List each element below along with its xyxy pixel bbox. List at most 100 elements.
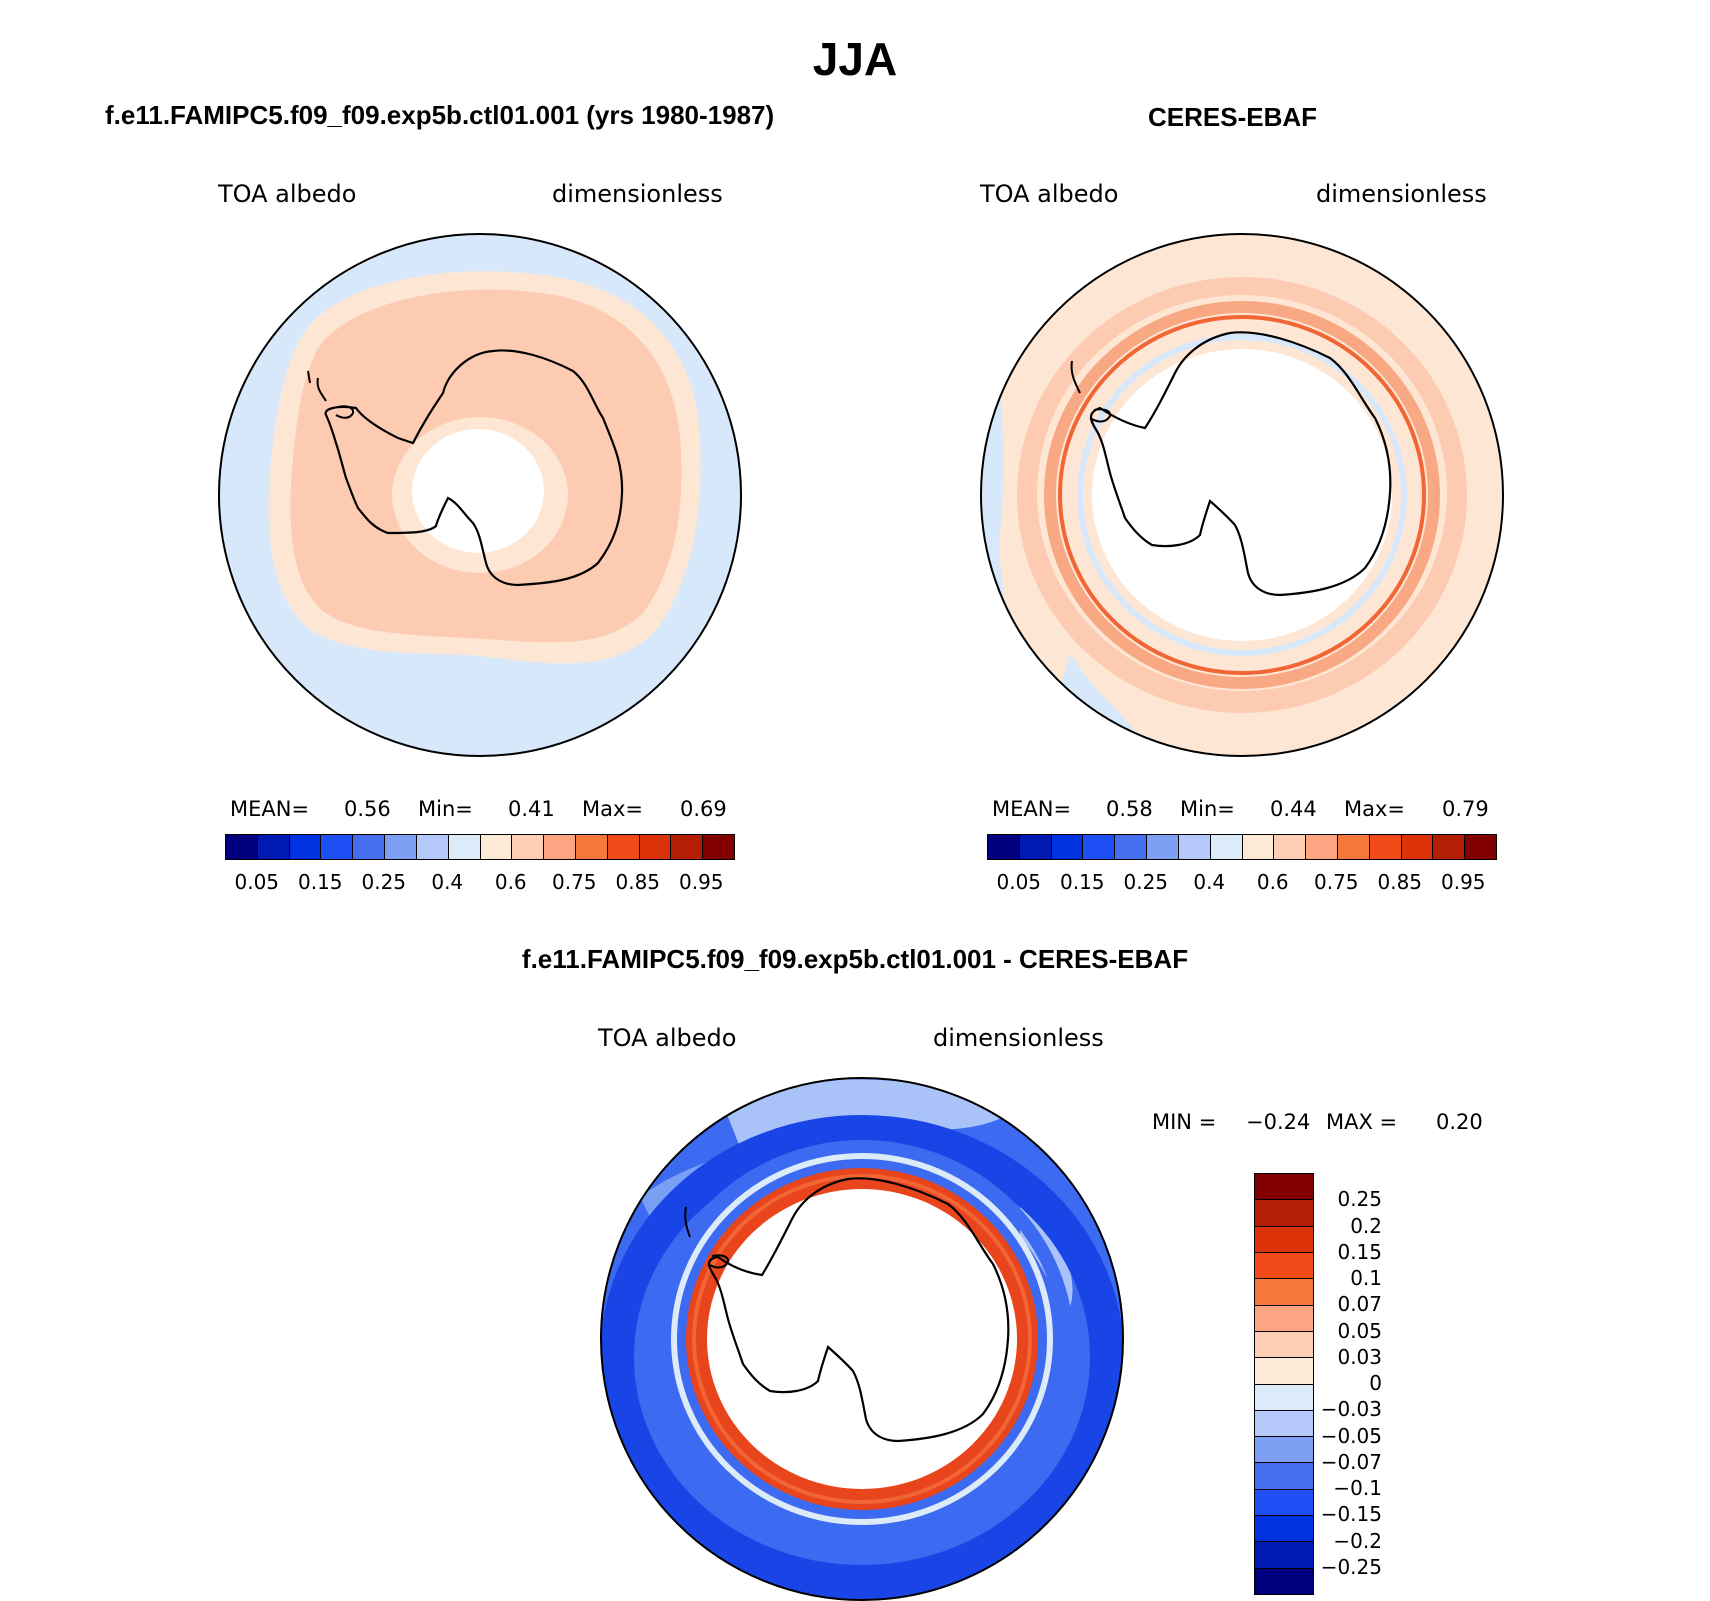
panel-2-title: CERES-EBAF [1148, 102, 1318, 132]
colorbar-swatch [1306, 835, 1338, 859]
panel-1-mean-value: 0.56 [344, 797, 391, 821]
colorbar-tick-label: 0.95 [1440, 870, 1486, 894]
colorbar-swatch [289, 835, 322, 859]
colorbar-swatch [353, 835, 386, 859]
colorbar-tick-label: −0.05 [1320, 1423, 1382, 1448]
colorbar-swatch [1255, 1542, 1313, 1569]
panel-3-units-label: dimensionless [933, 1024, 1104, 1052]
panel-1-max-label: Max= [582, 797, 644, 821]
colorbar-tick-label: 0.15 [1337, 1239, 1382, 1264]
colorbar-swatch [1255, 1516, 1313, 1543]
colorbar-swatch [1255, 1226, 1313, 1253]
colorbar-tick-label: 0.25 [1337, 1187, 1382, 1212]
colorbar-tick-label: 0.2 [1350, 1213, 1382, 1238]
colorbar-tick-label: 0 [1369, 1371, 1382, 1395]
panel-3-min-value: −0.24 [1246, 1110, 1311, 1134]
panel-2-min-label: Min= [1180, 797, 1235, 821]
panel-1-min-value: 0.41 [508, 797, 555, 821]
colorbar-swatch [1337, 835, 1370, 859]
colorbar-tick-label: 0.4 [1193, 870, 1226, 894]
colorbar-swatch [448, 835, 481, 859]
colorbar-tick-label: 0.05 [234, 870, 280, 894]
colorbar-swatch [1255, 1305, 1313, 1332]
colorbar-tick-label: 0.1 [1350, 1266, 1382, 1290]
colorbar-swatch [416, 835, 449, 859]
colorbar-tick-label: 0.15 [1059, 870, 1105, 894]
colorbar-swatch [1255, 1384, 1313, 1411]
colorbar-swatch [1255, 1279, 1313, 1306]
colorbar-tick-label: 0.85 [615, 870, 661, 894]
colorbar-swatch [544, 835, 576, 859]
colorbar-swatch [1083, 835, 1116, 859]
panel-3-variable-label: TOA albedo [598, 1024, 737, 1052]
panel-2-map [980, 233, 1504, 757]
colorbar-tick-label: 0.25 [361, 870, 407, 894]
panel-2-max-value: 0.79 [1442, 797, 1489, 821]
panel-1-colorbar-labels: 0.05 0.15 0.25 0.4 0.6 0.75 0.85 0.95 [225, 870, 733, 896]
colorbar-swatch [1255, 1463, 1313, 1490]
colorbar-swatch [1255, 1410, 1313, 1438]
colorbar-swatch [512, 835, 545, 859]
panel-3-min-label: MIN = [1152, 1110, 1217, 1134]
colorbar-tick-label: −0.25 [1320, 1554, 1382, 1579]
colorbar-tick-label: −0.07 [1320, 1449, 1382, 1474]
colorbar-swatch [1019, 835, 1052, 859]
colorbar-swatch [1255, 1358, 1313, 1385]
colorbar-swatch [1433, 835, 1466, 859]
colorbar-swatch [1255, 1174, 1313, 1201]
colorbar-tick-label: 0.25 [1123, 870, 1169, 894]
colorbar-swatch [671, 835, 704, 859]
panel-2-min-value: 0.44 [1270, 797, 1317, 821]
colorbar-swatch [480, 835, 513, 859]
colorbar-tick-label: 0.85 [1377, 870, 1423, 894]
panel-1-units-label: dimensionless [552, 180, 723, 208]
panel-1-variable-label: TOA albedo [218, 180, 357, 208]
panel-2-units-label: dimensionless [1316, 180, 1487, 208]
colorbar-tick-label: 0.03 [1337, 1344, 1382, 1369]
colorbar-swatch [1255, 1252, 1313, 1280]
figure-title: JJA [812, 33, 898, 85]
colorbar-swatch [703, 835, 734, 859]
colorbar-tick-label: 0.6 [1256, 870, 1289, 894]
colorbar-tick-label: −0.1 [1333, 1476, 1382, 1500]
panel-2-mean-label: MEAN= [992, 797, 1072, 821]
panel-3-map [600, 1077, 1124, 1601]
colorbar-swatch [1255, 1437, 1313, 1464]
colorbar-swatch [1210, 835, 1243, 859]
panel-1-min-label: Min= [418, 797, 473, 821]
colorbar-swatch [1255, 1200, 1313, 1227]
colorbar-tick-label: 0.6 [494, 870, 527, 894]
colorbar-tick-label: 0.4 [431, 870, 464, 894]
colorbar-tick-label: −0.2 [1333, 1528, 1382, 1553]
colorbar-swatch [257, 835, 290, 859]
panel-1-title: f.e11.FAMIPC5.f09_f09.exp5b.ctl01.001 (y… [105, 100, 775, 130]
colorbar-swatch [1369, 835, 1402, 859]
panel-1-max-value: 0.69 [680, 797, 727, 821]
colorbar-tick-label: 0.15 [297, 870, 343, 894]
colorbar-tick-label: 0.95 [678, 870, 724, 894]
panel-1-colorbar [225, 834, 735, 860]
colorbar-tick-label: −0.15 [1320, 1502, 1382, 1527]
colorbar-swatch [226, 835, 258, 859]
colorbar-tick-label: 0.07 [1337, 1292, 1382, 1317]
panel-1-map [218, 233, 742, 757]
colorbar-tick-label: 0.05 [996, 870, 1042, 894]
panel-3-max-label: MAX = [1326, 1110, 1398, 1134]
colorbar-swatch [1242, 835, 1275, 859]
panel-3-colorbar-labels: 0.25 0.2 0.15 0.1 0.07 0.05 0.03 0 −0.03 −0.05 −0.… [1320, 1173, 1460, 1593]
colorbar-tick-label: 0.75 [1313, 870, 1359, 894]
colorbar-swatch [1147, 835, 1179, 859]
colorbar-swatch [385, 835, 417, 859]
panel-3-title: f.e11.FAMIPC5.f09_f09.exp5b.ctl01.001 - … [521, 944, 1189, 974]
panel-2-mean-value: 0.58 [1106, 797, 1153, 821]
colorbar-swatch [1115, 835, 1148, 859]
panel-3-max-value: 0.20 [1436, 1110, 1483, 1134]
colorbar-swatch [639, 835, 672, 859]
panel-2-variable-label: TOA albedo [980, 180, 1119, 208]
colorbar-tick-label: 0.05 [1337, 1318, 1382, 1343]
panel-3-colorbar [1254, 1173, 1314, 1595]
panel-2-max-label: Max= [1344, 797, 1406, 821]
colorbar-swatch [1465, 835, 1496, 859]
panel-2-colorbar [987, 834, 1497, 860]
colorbar-swatch [1255, 1331, 1313, 1359]
